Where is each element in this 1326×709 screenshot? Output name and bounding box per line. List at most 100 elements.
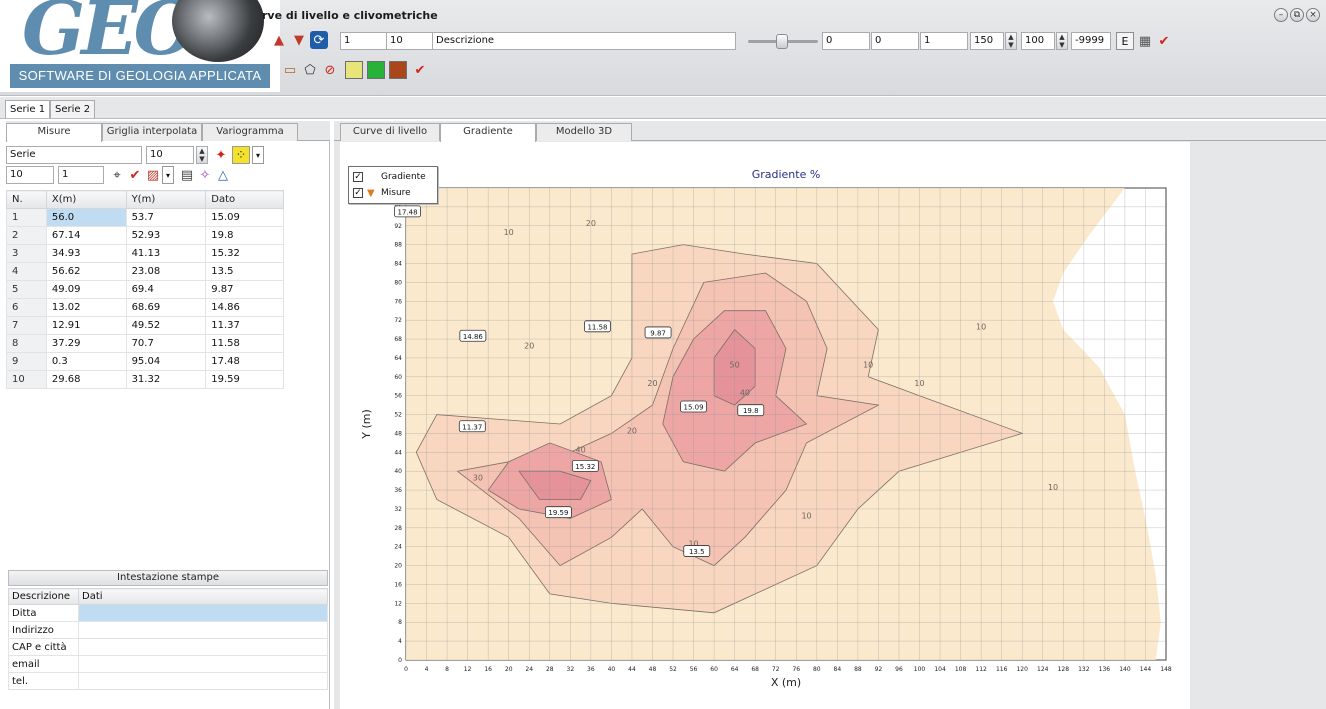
intestazione-row[interactable]: CAP e città bbox=[8, 638, 328, 656]
table-cell[interactable]: 9.87 bbox=[205, 280, 284, 299]
opacity-slider-thumb[interactable] bbox=[776, 34, 788, 49]
table-cell[interactable]: 95.04 bbox=[125, 352, 207, 371]
table-cell[interactable]: 3 bbox=[6, 244, 47, 263]
table-cell[interactable]: 8 bbox=[6, 334, 47, 353]
table-cell[interactable]: 49.52 bbox=[125, 316, 207, 335]
hatch-icon[interactable]: ▨ bbox=[146, 167, 160, 183]
col-header-y[interactable]: Y(m) bbox=[125, 190, 207, 209]
table-cell[interactable]: 11.37 bbox=[205, 316, 284, 335]
intestazione-label[interactable]: Indirizzo bbox=[8, 621, 79, 639]
col-header-x[interactable]: X(m) bbox=[45, 190, 127, 209]
table-row[interactable]: 10 29.68 31.32 19.59 bbox=[6, 370, 284, 389]
table-cell[interactable]: 29.68 bbox=[45, 370, 127, 389]
tab-misure[interactable]: Misure bbox=[6, 123, 102, 142]
intestazione-label[interactable]: email bbox=[8, 655, 79, 673]
polygon-icon[interactable]: ⬠ bbox=[304, 62, 316, 78]
intestazione-label[interactable]: tel. bbox=[8, 672, 79, 690]
intestazione-label[interactable]: Ditta bbox=[8, 604, 79, 622]
check-icon[interactable]: ✔ bbox=[129, 167, 141, 183]
intestazione-value[interactable] bbox=[78, 621, 328, 639]
param-a-field[interactable]: 0 bbox=[822, 32, 870, 50]
param-c-field[interactable]: 1 bbox=[920, 32, 968, 50]
param-e-field[interactable]: 100 bbox=[1021, 32, 1055, 50]
table-row[interactable]: 2 67.14 52.93 19.8 bbox=[6, 226, 284, 245]
triangle-icon[interactable]: △ bbox=[218, 167, 228, 183]
intestazione-row[interactable]: Ditta bbox=[8, 604, 328, 622]
table-cell[interactable]: 12.91 bbox=[45, 316, 127, 335]
points-dropdown-icon[interactable]: ▾ bbox=[252, 146, 264, 164]
table-cell[interactable]: 52.93 bbox=[125, 226, 207, 245]
table-cell[interactable]: 5 bbox=[6, 280, 47, 299]
palette-icon[interactable]: ▦ bbox=[1138, 33, 1152, 49]
arrow-up-icon[interactable]: ▲ bbox=[274, 32, 284, 48]
tab-variogramma[interactable]: Variogramma bbox=[202, 123, 298, 141]
table-cell[interactable]: 9 bbox=[6, 352, 47, 371]
intestazione-value[interactable] bbox=[78, 604, 328, 622]
table-cell[interactable]: 14.86 bbox=[205, 298, 284, 317]
tab-modello-3d[interactable]: Modello 3D bbox=[536, 123, 632, 141]
table-cell[interactable]: 15.32 bbox=[205, 244, 284, 263]
arrow-down-icon[interactable]: ▼ bbox=[294, 32, 304, 48]
param-d-field[interactable]: 150 bbox=[970, 32, 1004, 50]
table-cell[interactable]: 4 bbox=[6, 262, 47, 281]
crosshair-icon[interactable]: ⌖ bbox=[113, 167, 121, 183]
table-cell[interactable]: 10 bbox=[6, 370, 47, 389]
checkbox-misure[interactable]: ✓ bbox=[353, 188, 363, 198]
restore-icon[interactable]: ⧉ bbox=[1290, 8, 1304, 22]
col-header-dati[interactable]: Dati bbox=[78, 588, 328, 605]
confirm-check-icon[interactable]: ✔ bbox=[1158, 33, 1170, 49]
step-field[interactable]: 10 bbox=[386, 32, 434, 50]
table-row[interactable]: 5 49.09 69.4 9.87 bbox=[6, 280, 284, 299]
param-d-stepper[interactable]: ▲ ▼ bbox=[1005, 32, 1017, 50]
chart-canvas[interactable]: 0 4 8 12 16 20 24 28 32 36 40 44 48 52 56 60 64 68 72 76 80 8… bbox=[340, 142, 1190, 709]
table-cell[interactable]: 41.13 bbox=[125, 244, 207, 263]
table-cell[interactable]: 31.32 bbox=[125, 370, 207, 389]
table-row[interactable]: 3 34.93 41.13 15.32 bbox=[6, 244, 284, 263]
table-cell[interactable]: 1 bbox=[6, 208, 47, 227]
refresh-icon[interactable]: ⟳ bbox=[310, 31, 328, 49]
table-cell[interactable]: 6 bbox=[6, 298, 47, 317]
intestazione-row[interactable]: email bbox=[8, 655, 328, 673]
col-header-n[interactable]: N. bbox=[6, 190, 47, 209]
table-cell[interactable]: 13.02 bbox=[45, 298, 127, 317]
table-cell[interactable]: 23.08 bbox=[125, 262, 207, 281]
param-b-field[interactable]: 0 bbox=[871, 32, 919, 50]
serie-name-field[interactable]: Serie bbox=[6, 146, 142, 164]
table-cell[interactable]: 67.14 bbox=[45, 226, 127, 245]
nodata-field[interactable]: -9999 bbox=[1071, 32, 1111, 50]
intestazione-value[interactable] bbox=[78, 655, 328, 673]
table-cell[interactable]: 19.59 bbox=[205, 370, 284, 389]
tab-serie-2[interactable]: Serie 2 bbox=[50, 100, 96, 118]
legend-item-misure[interactable]: ✓ ▼ Misure bbox=[353, 186, 411, 200]
table-cell[interactable]: 56.0 bbox=[45, 208, 127, 227]
points-cloud-icon[interactable]: ⁘ bbox=[232, 146, 250, 164]
table-cell[interactable]: 7 bbox=[6, 316, 47, 335]
tab-gradiente[interactable]: Gradiente bbox=[440, 123, 536, 142]
checkbox-gradiente[interactable]: ✓ bbox=[353, 172, 363, 182]
table-cell[interactable]: 49.09 bbox=[45, 280, 127, 299]
table-cell[interactable]: 34.93 bbox=[45, 244, 127, 263]
minimize-icon[interactable]: – bbox=[1274, 8, 1288, 22]
table-row[interactable]: 7 12.91 49.52 11.37 bbox=[6, 316, 284, 335]
calculator-icon[interactable]: ▤ bbox=[180, 167, 194, 183]
table-cell[interactable]: 68.69 bbox=[125, 298, 207, 317]
base-icon[interactable]: ▭ bbox=[283, 62, 297, 78]
table-cell[interactable]: 53.7 bbox=[125, 208, 207, 227]
grid-size-field[interactable]: 10 bbox=[6, 166, 54, 184]
table-row[interactable]: 6 13.02 68.69 14.86 bbox=[6, 298, 284, 317]
tab-curve-di-livello[interactable]: Curve di livello bbox=[340, 123, 440, 141]
table-cell[interactable]: 19.8 bbox=[205, 226, 284, 245]
close-icon[interactable]: × bbox=[1306, 8, 1320, 22]
e-button[interactable]: E bbox=[1116, 32, 1134, 50]
grid-step-field[interactable]: 1 bbox=[58, 166, 104, 184]
intestazione-value[interactable] bbox=[78, 672, 328, 690]
yellow-color-swatch[interactable] bbox=[345, 61, 363, 79]
green-color-swatch[interactable] bbox=[367, 61, 385, 79]
intestazione-label[interactable]: CAP e città bbox=[8, 638, 79, 656]
table-row[interactable]: 4 56.62 23.08 13.5 bbox=[6, 262, 284, 281]
col-header-dato[interactable]: Dato bbox=[205, 190, 284, 209]
tab-serie-1[interactable]: Serie 1 bbox=[5, 100, 51, 118]
hatch-dropdown-icon[interactable]: ▾ bbox=[162, 166, 174, 184]
table-row[interactable]: 1 56.0 53.7 15.09 bbox=[6, 208, 284, 227]
intestazione-value[interactable] bbox=[78, 638, 328, 656]
